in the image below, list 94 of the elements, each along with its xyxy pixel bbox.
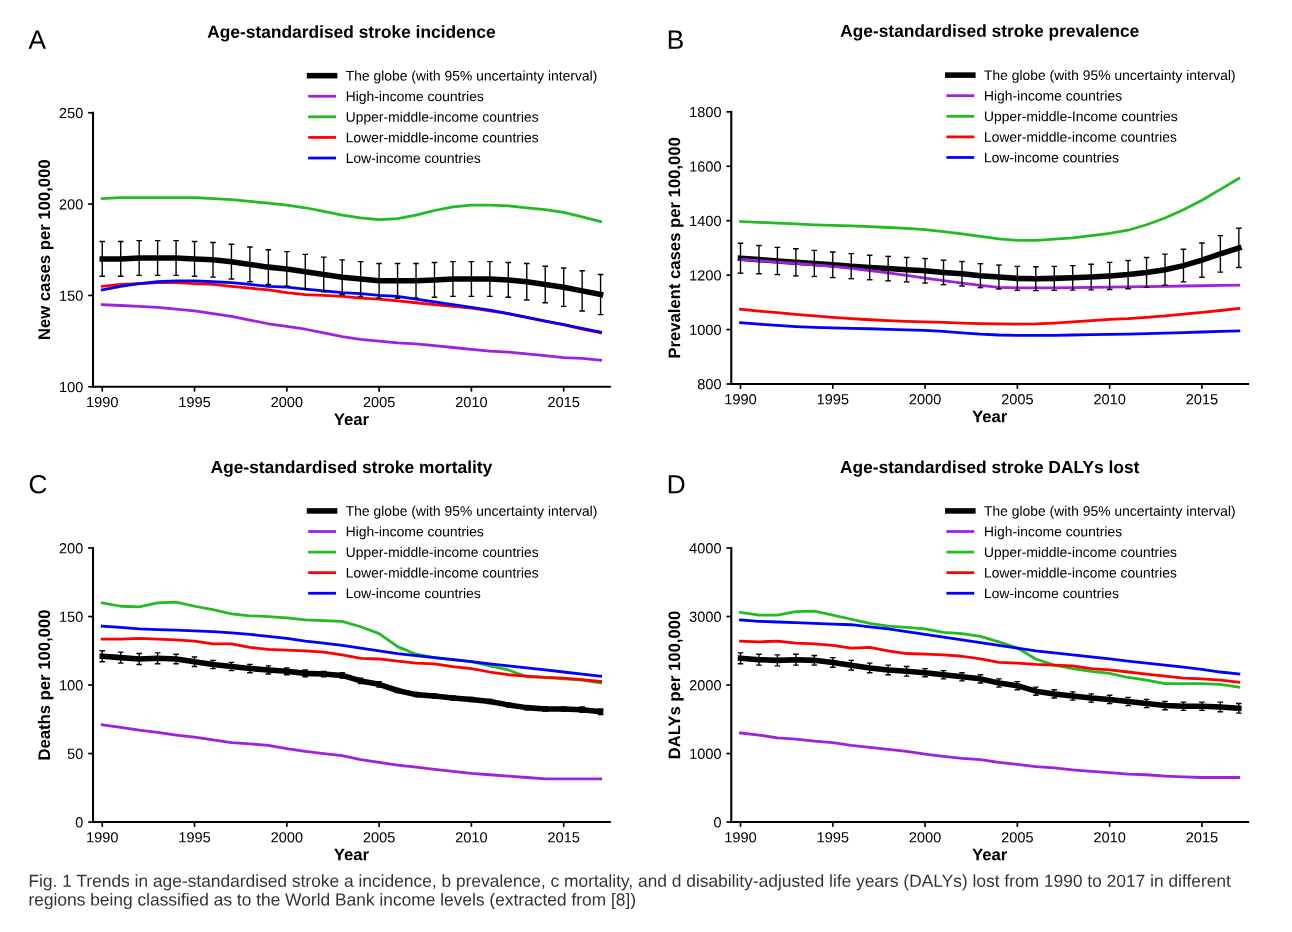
y-tick-label: 200	[59, 543, 83, 554]
x-tick-label: 2010	[455, 396, 488, 408]
legend-label: Low-income countries	[985, 588, 1119, 599]
chart-title: Age-standardised stroke incidence	[207, 25, 496, 42]
y-axis-title: Prevalent cases per 100,000	[668, 137, 684, 358]
line-series	[100, 196, 602, 223]
x-tick-label: 2005	[1001, 832, 1033, 843]
y-tick-label: 1000	[690, 748, 721, 759]
y-tick-label: 2000	[689, 680, 721, 691]
x-tick-label: 2015	[548, 396, 580, 408]
y-axis-title: New cases per 100,000	[38, 160, 54, 339]
legend-label: The globe (with 95% uncertainty interval)	[984, 69, 1235, 83]
legend-label: Upper-middle-Income countries	[984, 111, 1178, 125]
x-tick-label: 2005	[363, 396, 395, 408]
line-series	[739, 307, 1241, 326]
text: A	[28, 30, 46, 49]
x-tick-label: 2000	[271, 396, 303, 408]
y-tick-label: 0	[75, 817, 83, 828]
legend-label: Upper-middle-income countries	[346, 111, 539, 125]
line-series	[739, 609, 1241, 689]
y-tick-label: 1800	[690, 106, 721, 118]
line-series	[739, 639, 1241, 684]
x-tick-label: 2000	[909, 394, 941, 405]
y-axis-title: Deaths per 100,000	[37, 610, 54, 760]
line-series	[100, 624, 602, 678]
y-tick-label: 0	[714, 817, 721, 828]
text: C	[29, 474, 47, 494]
legend-label: High-income countries	[346, 526, 484, 540]
legend-label: Lower-middle-income countries	[985, 567, 1177, 578]
y-axis-title: DALYs per 100,000	[668, 611, 684, 759]
x-axis-title: Year	[972, 410, 1008, 423]
x-tick-label: 2005	[1001, 394, 1033, 405]
x-tick-label: 1990	[87, 396, 118, 408]
line-series	[739, 731, 1241, 779]
x-tick-label: 2010	[1094, 394, 1126, 405]
x-tick-label: 1995	[179, 832, 211, 843]
x-tick-label: 1995	[817, 394, 849, 405]
x-axis-title: Year	[334, 848, 369, 861]
legend-label: The globe (with 95% uncertainty interval)	[345, 70, 597, 84]
line-series	[100, 637, 602, 683]
y-tick-label: 4000	[689, 543, 721, 554]
line-series	[100, 303, 602, 362]
y-tick-label: 100	[60, 381, 83, 393]
x-tick-label: 1990	[725, 832, 757, 843]
legend-label: Low-income countries	[985, 152, 1119, 163]
x-tick-label: 2000	[909, 832, 941, 843]
y-tick-label: 250	[59, 107, 83, 119]
x-axis-title: Year	[334, 413, 369, 426]
legend-label: The globe (with 95% uncertainty interval)	[984, 505, 1235, 519]
x-tick-label: 1990	[725, 394, 757, 405]
y-tick-label: 100	[60, 680, 83, 691]
line-series	[100, 723, 602, 781]
chart-title: Age-standardised stroke prevalence	[840, 24, 1139, 41]
legend-label: Low-income countries	[346, 588, 481, 599]
x-tick-label: 1990	[87, 832, 118, 843]
y-tick-label: 150	[60, 290, 83, 301]
x-tick-label: 1995	[817, 832, 849, 843]
chart-title: Age-standardised stroke mortality	[211, 460, 493, 477]
legend-label: Lower-middle-income countries	[346, 132, 539, 143]
y-tick-label: 200	[59, 199, 83, 210]
x-axis-title: Year	[972, 848, 1008, 861]
y-tick-label: 150	[60, 611, 83, 622]
x-tick-label: 2010	[1094, 832, 1126, 843]
line-series	[739, 257, 1241, 290]
legend-label: Upper-middle-income countries	[984, 546, 1177, 560]
y-tick-label: 50	[67, 748, 83, 759]
legend-label: Lower-middle-income countries	[985, 131, 1177, 142]
legend-label: High-income countries	[346, 91, 484, 104]
line-series	[739, 618, 1241, 676]
x-tick-label: 1995	[179, 396, 211, 408]
x-tick-label: 2010	[455, 832, 488, 843]
line-series	[739, 321, 1241, 337]
y-tick-label: 1600	[690, 161, 721, 172]
y-tick-label: 1000	[690, 324, 721, 335]
y-tick-label: 1200	[690, 270, 721, 281]
legend-label: Low-income countries	[346, 152, 481, 164]
text: D	[668, 475, 685, 494]
chart-title: Age-standardised stroke DALYs lost	[840, 460, 1140, 477]
x-tick-label: 2005	[363, 832, 395, 843]
legend-label: High-income countries	[985, 90, 1122, 104]
y-tick-label: 1400	[690, 215, 721, 227]
y-tick-label: 800	[697, 379, 721, 390]
y-tick-label: 3000	[689, 611, 721, 622]
legend-label: The globe (with 95% uncertainty interval)	[345, 505, 597, 519]
text: B	[668, 30, 683, 49]
caption: Fig. 1 Trends in age-standardised stroke a incidence, b prevalence, c mortality, and d disability-adjusted life years (DALYs) lost from 1990 to 2017 in different regions being classified as to the World Bank income levels (extracted from [8])	[29, 874, 1231, 910]
legend-label: Lower-middle-income countries	[346, 567, 539, 578]
x-tick-label: 2015	[1186, 394, 1218, 405]
legend-label: High-income countries	[985, 526, 1122, 540]
x-tick-label: 2000	[271, 832, 303, 843]
line-series	[739, 177, 1241, 242]
x-tick-label: 2015	[1186, 832, 1218, 843]
x-tick-label: 2015	[548, 832, 580, 843]
legend-label: Upper-middle-income countries	[346, 546, 539, 560]
